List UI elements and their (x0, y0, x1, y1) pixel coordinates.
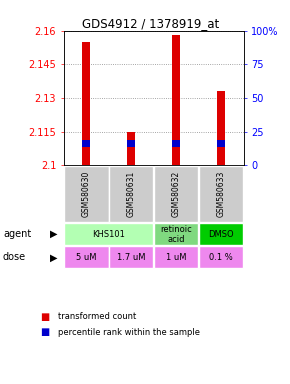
Bar (82, 141, 90, 147)
Bar (217, 91, 225, 165)
Bar (64, 223, 153, 245)
Text: KHS101: KHS101 (92, 230, 125, 239)
Bar (64, 166, 108, 222)
Text: 0.1 %: 0.1 % (209, 253, 233, 262)
Text: 1.7 uM: 1.7 uM (117, 253, 146, 262)
Text: GSM580630: GSM580630 (82, 171, 91, 217)
Text: ▶: ▶ (50, 252, 57, 262)
Text: ■: ■ (41, 327, 50, 337)
Bar (154, 223, 198, 245)
Bar (199, 223, 243, 245)
Bar (154, 166, 198, 222)
Text: ▶: ▶ (50, 229, 57, 239)
Text: percentile rank within the sample: percentile rank within the sample (58, 328, 200, 337)
Text: agent: agent (3, 229, 31, 239)
Bar (64, 246, 108, 268)
Bar (127, 131, 135, 165)
Bar (127, 141, 135, 147)
Bar (199, 246, 243, 268)
Bar (217, 141, 225, 147)
Bar (82, 42, 90, 165)
Text: DMSO: DMSO (208, 230, 234, 239)
Bar (109, 166, 153, 222)
Text: dose: dose (3, 252, 26, 262)
Text: 5 uM: 5 uM (76, 253, 97, 262)
Text: GSM580633: GSM580633 (217, 171, 226, 217)
Text: retinoic
acid: retinoic acid (160, 225, 192, 244)
Text: transformed count: transformed count (58, 312, 136, 321)
Bar (172, 141, 180, 147)
Bar (109, 246, 153, 268)
Text: GDS4912 / 1378919_at: GDS4912 / 1378919_at (82, 17, 220, 30)
Text: ■: ■ (41, 312, 50, 322)
Bar (154, 246, 198, 268)
Text: GSM580632: GSM580632 (172, 171, 181, 217)
Text: 1 uM: 1 uM (166, 253, 186, 262)
Bar (199, 166, 243, 222)
Text: GSM580631: GSM580631 (127, 171, 136, 217)
Bar (172, 35, 180, 165)
